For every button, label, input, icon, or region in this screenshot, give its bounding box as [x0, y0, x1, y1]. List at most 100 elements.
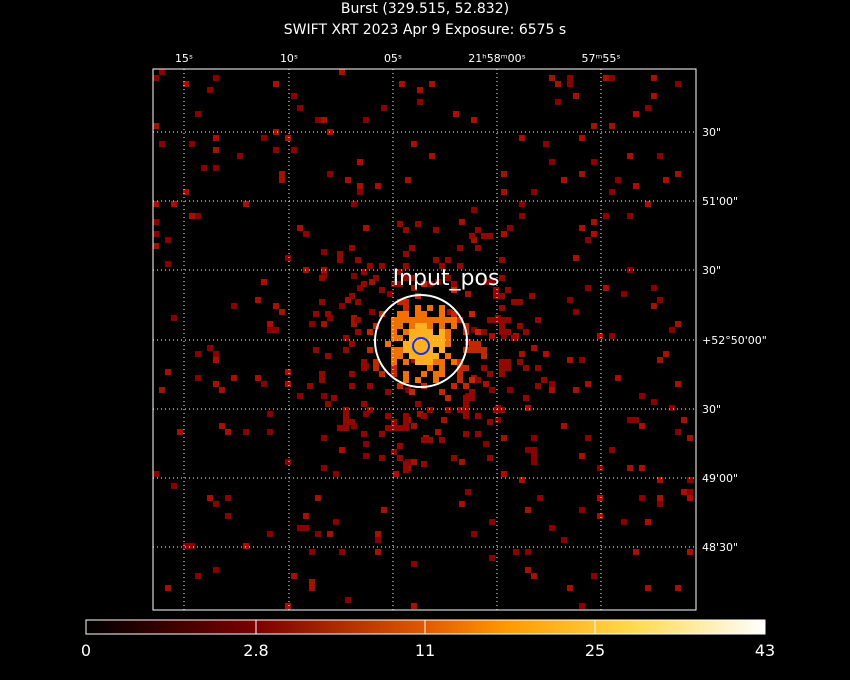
- pixel: [627, 417, 633, 423]
- pixel: [463, 431, 469, 437]
- pixel: [409, 245, 415, 251]
- pixel: [427, 347, 433, 353]
- pixel: [523, 395, 529, 401]
- pixel: [411, 603, 417, 609]
- pixel: [361, 359, 367, 365]
- pixel: [153, 471, 159, 477]
- pixel: [639, 465, 645, 471]
- pixel: [657, 495, 663, 501]
- pixel: [451, 281, 457, 287]
- pixel: [487, 419, 493, 425]
- pixel: [267, 411, 273, 417]
- pixel: [403, 413, 409, 419]
- pixel: [267, 429, 273, 435]
- pixel: [627, 465, 633, 471]
- pixel: [153, 231, 159, 237]
- pixel: [459, 459, 465, 465]
- pixel: [291, 147, 297, 153]
- pixel: [345, 177, 351, 183]
- pixel: [567, 75, 573, 81]
- pixel: [445, 317, 451, 323]
- pixel: [627, 213, 633, 219]
- pixel: [675, 585, 681, 591]
- pixel: [415, 401, 421, 407]
- pixel: [397, 425, 403, 431]
- pixel: [405, 387, 411, 393]
- pixel: [427, 305, 433, 311]
- pixel: [603, 75, 609, 81]
- pixel: [369, 279, 375, 285]
- pixel: [439, 323, 445, 329]
- pixel: [339, 303, 345, 309]
- pixel: [297, 105, 303, 111]
- pixel: [321, 435, 327, 441]
- pixel: [463, 323, 469, 329]
- pixel: [433, 257, 439, 263]
- pixel: [321, 249, 327, 255]
- pixel: [351, 423, 357, 429]
- pixel: [367, 383, 373, 389]
- pixel: [231, 303, 237, 309]
- pixel: [367, 263, 373, 269]
- pixel: [273, 303, 279, 309]
- pixel: [651, 93, 657, 99]
- pixel: [579, 135, 585, 141]
- pixel: [285, 603, 291, 609]
- pixel: [357, 183, 363, 189]
- pixel: [153, 75, 159, 81]
- pixel: [355, 317, 361, 323]
- pixel: [471, 207, 477, 213]
- pixel: [381, 105, 387, 111]
- pixel: [465, 291, 471, 297]
- pixel: [321, 267, 327, 273]
- pixel: [475, 413, 481, 419]
- pixel: [469, 311, 475, 317]
- colorbar-labels: 0 2.8 11 25 43: [81, 620, 775, 660]
- pixel: [409, 323, 415, 329]
- pixel: [597, 495, 603, 501]
- pixel: [439, 341, 445, 347]
- pixel: [391, 347, 397, 353]
- pixel: [307, 383, 313, 389]
- pixel: [585, 435, 591, 441]
- pixel: [361, 269, 367, 275]
- pixel: [231, 375, 237, 381]
- pixel: [675, 429, 681, 435]
- pixel: [411, 357, 417, 363]
- pixel: [333, 519, 339, 525]
- pixel: [337, 425, 343, 431]
- pixel: [397, 383, 403, 389]
- pixel: [609, 123, 615, 129]
- pixel: [483, 381, 489, 387]
- pixel: [391, 323, 397, 329]
- pixel: [519, 477, 525, 483]
- pixel: [427, 437, 433, 443]
- pixel: [421, 413, 427, 419]
- pixel: [519, 351, 525, 357]
- pixel: [663, 351, 669, 357]
- pixel: [303, 231, 309, 237]
- pixel: [403, 425, 409, 431]
- pixel: [457, 377, 463, 383]
- pixel: [397, 335, 403, 341]
- pixel: [363, 453, 369, 459]
- pixel: [445, 341, 451, 347]
- pixel: [499, 317, 505, 323]
- pixel: [489, 387, 495, 393]
- pixel: [535, 317, 541, 323]
- pixel: [687, 495, 693, 501]
- pixel: [321, 321, 327, 327]
- pixel: [457, 359, 463, 365]
- pixel: [285, 135, 291, 141]
- pixel: [391, 329, 397, 335]
- pixel: [639, 423, 645, 429]
- pixel: [445, 275, 451, 281]
- pixel: [403, 263, 409, 269]
- pixel: [475, 227, 481, 233]
- pixel: [561, 177, 567, 183]
- pixel: [451, 383, 457, 389]
- pixel: [403, 311, 409, 317]
- pixel: [291, 93, 297, 99]
- pixel: [171, 483, 177, 489]
- pixel: [189, 213, 195, 219]
